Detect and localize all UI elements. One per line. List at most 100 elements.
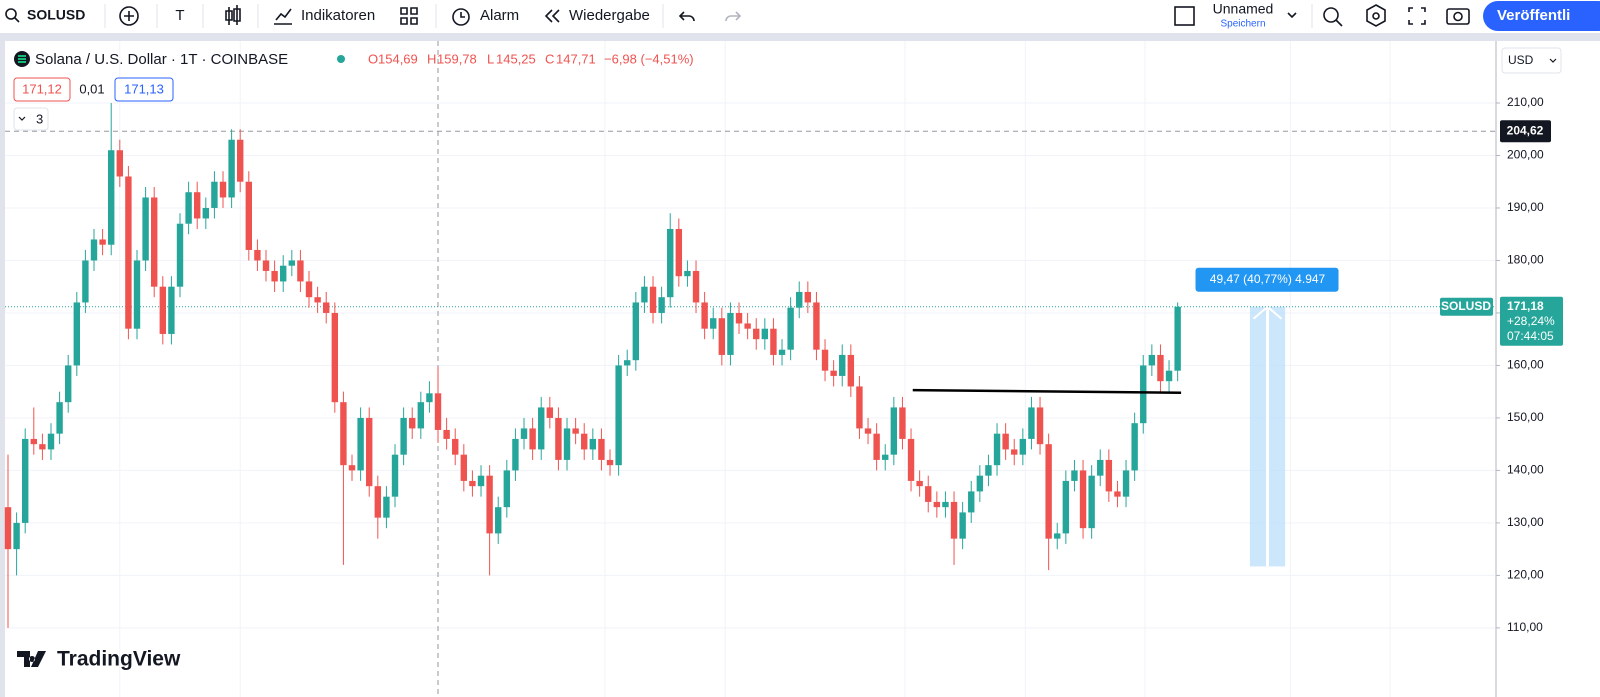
candle-body: [847, 354, 855, 387]
candle-body: [56, 402, 63, 434]
indicator-count[interactable]: 3: [36, 111, 43, 126]
candle-body: [142, 197, 149, 261]
layout-name[interactable]: Unnamed: [1213, 1, 1274, 17]
candle-body: [632, 302, 640, 361]
candle-body: [864, 428, 872, 434]
undo-icon[interactable]: [678, 11, 695, 22]
candle-body: [30, 438, 37, 445]
candle-body: [503, 470, 511, 508]
compare-icon[interactable]: [119, 6, 139, 26]
chart-title: Solana / U.S. Dollar · 1T · COINBASE: [35, 51, 288, 68]
candle-body: [529, 428, 536, 450]
indicators-icon[interactable]: [274, 8, 292, 25]
candle-body: [39, 444, 46, 450]
search-icon[interactable]: [5, 8, 17, 20]
quick-search-icon[interactable]: [1323, 7, 1339, 23]
candle-body: [409, 417, 416, 429]
quick-search-handle: [1335, 19, 1343, 27]
y-tick-label: 110,00: [1507, 620, 1543, 634]
snapshot-icon[interactable]: [1446, 8, 1470, 25]
candle-body: [1036, 407, 1044, 445]
market-status: [337, 55, 345, 63]
fullscreen-icon[interactable]: [1408, 7, 1426, 25]
replay-button[interactable]: Wiedergabe: [569, 7, 650, 24]
y-tick-label: 210,00: [1507, 95, 1544, 109]
candle-body: [486, 475, 493, 534]
currency[interactable]: USD: [1508, 53, 1534, 67]
interval[interactable]: T: [175, 7, 184, 24]
buy-box[interactable]: [114, 77, 174, 102]
candle-body: [90, 239, 98, 261]
candle-body: [495, 507, 502, 534]
candle-body: [151, 197, 158, 287]
candle-body: [228, 139, 235, 198]
candle-body: [581, 433, 588, 450]
candle-body: [305, 281, 313, 298]
candle-body: [658, 297, 665, 313]
candle-body: [520, 428, 528, 439]
legend: Solana / U.S. Dollar · 1T · COINBASE O 1…: [13, 51, 694, 131]
candle-body: [65, 365, 72, 403]
bid-price[interactable]: 171,12: [22, 81, 62, 96]
candle-body: [185, 192, 192, 224]
candle-body: [546, 407, 554, 418]
candle-body: [710, 318, 717, 329]
layout-icon[interactable]: [400, 7, 418, 25]
chart-panel: [5, 41, 1600, 697]
ask-price[interactable]: 171,13: [124, 81, 164, 96]
alert-button[interactable]: Alarm: [480, 7, 519, 24]
low-value: 145,25: [496, 51, 536, 66]
candle-body: [21, 438, 29, 523]
save-status[interactable]: Speichern: [1220, 19, 1265, 30]
candle-body: [1174, 306, 1181, 371]
sell-box[interactable]: [13, 77, 71, 102]
candle-body: [443, 429, 450, 439]
panel-gap: [0, 33, 1600, 41]
candle-body: [839, 354, 846, 376]
replay-icon[interactable]: [544, 9, 560, 23]
candle-body: [1002, 433, 1009, 450]
candle-body: [916, 480, 923, 487]
candle-body: [331, 312, 339, 403]
candle-body: [1165, 370, 1173, 382]
candle-body: [649, 286, 657, 313]
candle-body: [675, 228, 683, 277]
settings-icon-center: [1372, 12, 1380, 20]
layout-checkbox[interactable]: [1174, 6, 1195, 26]
candle-body: [512, 438, 519, 471]
candle-body: [469, 480, 476, 487]
candle-body: [323, 302, 330, 313]
candle-body: [211, 181, 218, 208]
candle-body: [804, 291, 812, 303]
trendline: [912, 388, 1182, 394]
candle-body: [538, 407, 545, 450]
candle-body: [1045, 444, 1052, 539]
indicator-toggle[interactable]: [13, 107, 49, 131]
low-label: L: [487, 51, 494, 66]
publish-label[interactable]: Veröffentli: [1497, 7, 1570, 24]
candle-body: [890, 407, 898, 455]
y-tick-label: 190,00: [1507, 200, 1544, 214]
symbol[interactable]: SOLUSD: [27, 7, 85, 23]
candle-body: [1028, 407, 1035, 439]
chart-type-icon[interactable]: [225, 5, 241, 25]
alert-icon[interactable]: [452, 8, 470, 26]
settings-icon[interactable]: [1366, 4, 1386, 27]
brand: TradingView: [17, 648, 181, 671]
candle-body: [340, 402, 347, 466]
publish-button[interactable]: [1483, 1, 1600, 31]
redo-icon[interactable]: [725, 11, 742, 22]
currency-box[interactable]: [1501, 47, 1562, 74]
indicators-button[interactable]: Indikatoren: [301, 7, 375, 24]
layout-menu-chevron[interactable]: [1287, 12, 1297, 19]
candle-body: [692, 270, 700, 303]
candle-body: [374, 486, 382, 518]
candle-body: [477, 475, 485, 487]
candle-body: [959, 512, 966, 539]
candle-body: [563, 428, 571, 460]
plot-area: 49,47 (40,77%) 4.947: [4, 41, 1495, 697]
candle-body: [262, 260, 270, 271]
candle-body: [882, 454, 889, 460]
change-value: −6,98 (−4,51%): [604, 51, 694, 66]
